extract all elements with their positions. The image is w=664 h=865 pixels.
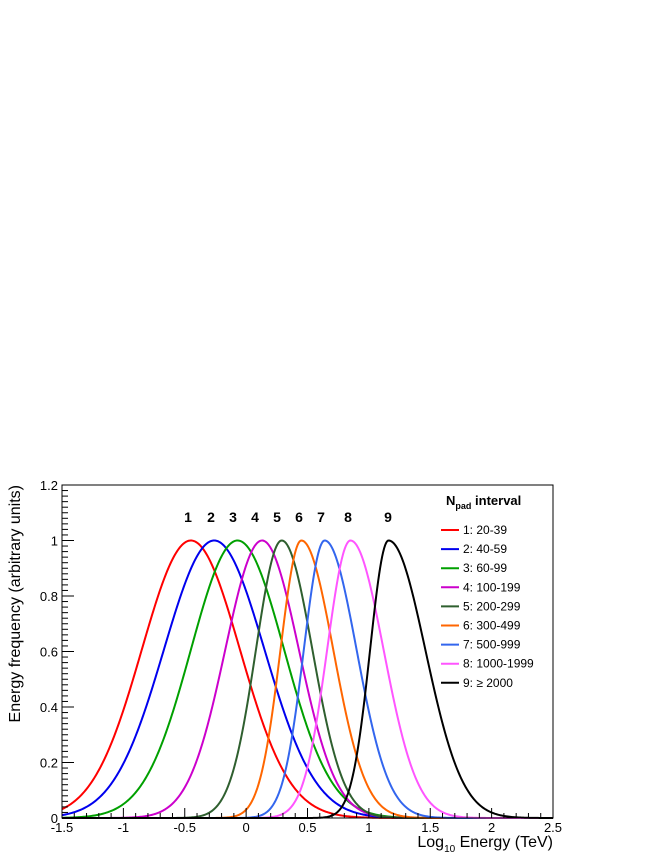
- legend-label-5: 5: 200-299: [463, 599, 521, 613]
- y-tick-label: 0.6: [40, 645, 58, 660]
- peak-label-1: 1: [184, 509, 192, 525]
- legend-title-main: N: [446, 493, 455, 508]
- peak-label-9: 9: [384, 509, 392, 525]
- legend-label-1: 1: 20-39: [463, 523, 507, 537]
- legend-title: Npad interval: [446, 493, 521, 511]
- y-axis-title: Energy frequency (arbitrary units): [7, 485, 24, 722]
- legend-title-subscript: pad: [455, 501, 471, 511]
- x-tick-label: 2.5: [544, 820, 562, 835]
- y-tick-label: 1.2: [40, 478, 58, 493]
- x-tick-label: 0: [243, 820, 250, 835]
- peak-label-4: 4: [251, 509, 259, 525]
- peak-label-7: 7: [317, 509, 325, 525]
- ticks-layer: -1.5 -1 -0.5 0 0.5 1 1.5 2 2.5 0 0.2 0.4 0.6 0.8 1 1.2: [40, 478, 562, 835]
- x-axis-title-suffix: Energy (TeV): [455, 834, 553, 851]
- legend-label-7: 7: 500-999: [463, 638, 521, 652]
- x-tick-label: 0.5: [298, 820, 316, 835]
- legend-label-6: 6: 300-499: [463, 619, 521, 633]
- legend-label-8: 8: 1000-1999: [463, 657, 534, 671]
- y-tick-label: 0: [51, 811, 58, 826]
- x-tick-label: -1: [118, 820, 130, 835]
- legend-label-9: 9: ≥ 2000: [463, 676, 513, 690]
- x-axis-title: Log10 Energy (TeV): [417, 834, 553, 855]
- legend-title-suffix: interval: [471, 493, 521, 508]
- y-tick-label: 0.8: [40, 589, 58, 604]
- legend: 1: 20-39 2: 40-59 3: 60-99 4: 100-199 5: 200…: [441, 523, 534, 690]
- peak-label-2: 2: [207, 509, 215, 525]
- legend-label-4: 4: 100-199: [463, 580, 521, 594]
- y-tick-label: 1: [51, 534, 58, 549]
- x-tick-label: 1: [365, 820, 372, 835]
- legend-label-2: 2: 40-59: [463, 542, 507, 556]
- peak-label-5: 5: [273, 509, 281, 525]
- x-axis-title-subscript: 10: [444, 844, 456, 855]
- y-tick-label: 0.2: [40, 756, 58, 771]
- x-tick-label: -1.5: [51, 820, 73, 835]
- x-tick-label: -0.5: [174, 820, 196, 835]
- legend-label-3: 3: 60-99: [463, 561, 507, 575]
- peak-label-6: 6: [295, 509, 303, 525]
- peak-label-8: 8: [344, 509, 352, 525]
- x-tick-label: 1.5: [421, 820, 439, 835]
- x-tick-label: 2: [488, 820, 495, 835]
- y-tick-label: 0.4: [40, 700, 58, 715]
- x-axis-title-prefix: Log: [417, 834, 444, 851]
- peak-label-3: 3: [229, 509, 237, 525]
